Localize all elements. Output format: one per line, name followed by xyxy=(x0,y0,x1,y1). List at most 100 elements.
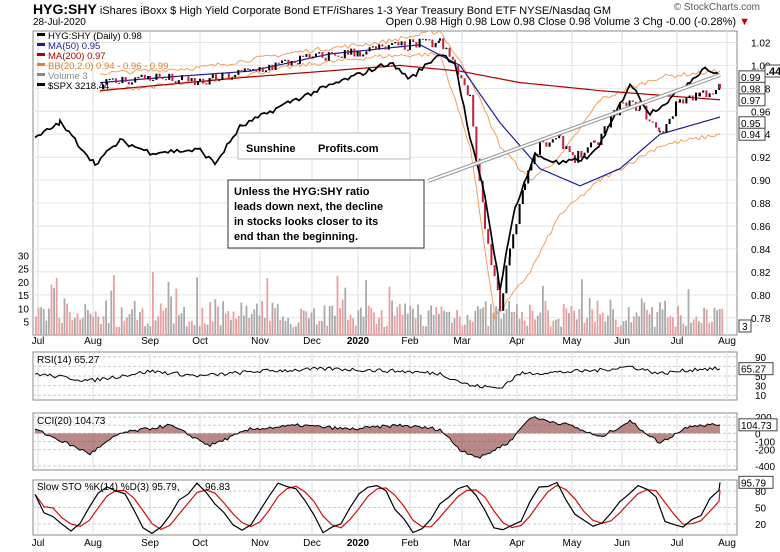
price-candle xyxy=(565,146,568,150)
sto-k-line xyxy=(34,481,721,535)
price-candle xyxy=(439,38,441,41)
price-candle xyxy=(343,50,346,59)
volume-bar xyxy=(334,315,336,335)
volume-bar xyxy=(607,315,609,335)
volume-bar xyxy=(250,313,253,335)
price-tick-label: 0.80 xyxy=(751,291,771,302)
price-candle xyxy=(448,47,451,57)
volume-bar xyxy=(536,315,539,335)
volume-bar xyxy=(617,326,620,335)
volume-bar xyxy=(464,324,466,335)
rsi-tick-label: 90 xyxy=(755,353,767,364)
volume-bar xyxy=(219,325,222,335)
volume-bar xyxy=(432,314,435,335)
volume-bar xyxy=(375,323,378,335)
volume-bar xyxy=(448,311,451,335)
price-candle xyxy=(668,118,671,125)
volume-bar xyxy=(614,319,617,335)
price-candle xyxy=(111,78,114,80)
price-candle xyxy=(234,74,237,78)
volume-bar xyxy=(482,307,484,335)
volume-bar xyxy=(503,313,505,335)
volume-bar xyxy=(425,326,427,335)
volume-bar xyxy=(235,318,237,335)
volume-bar xyxy=(474,310,477,335)
volume-bar xyxy=(542,285,544,335)
price-candle xyxy=(293,60,296,64)
month-label-top: Jun xyxy=(614,336,630,347)
symbol: HYG:SHY xyxy=(33,1,97,17)
volume-bar xyxy=(456,309,458,335)
volume-bar xyxy=(66,303,68,335)
month-label-bottom: Dec xyxy=(303,538,321,549)
volume-bar xyxy=(596,300,599,335)
volume-bar xyxy=(581,279,583,335)
annotation-line: leads down next, the decline xyxy=(234,201,383,213)
volume-bar xyxy=(120,307,123,335)
cci-label: CCI(20) 104.73 xyxy=(37,416,106,427)
volume-bar xyxy=(705,309,708,335)
price-candle xyxy=(463,78,466,86)
volume-bar xyxy=(349,314,352,335)
price-candle xyxy=(271,64,274,70)
volume-bar xyxy=(139,312,141,335)
legend-swatch xyxy=(37,83,45,86)
price-candle xyxy=(586,147,589,153)
price-candle xyxy=(695,92,697,101)
volume-bar xyxy=(557,318,560,335)
volume-bar xyxy=(406,313,409,335)
volume-bar xyxy=(544,300,547,335)
volume-bar xyxy=(55,277,58,335)
price-candle xyxy=(287,59,290,66)
cci-fill xyxy=(35,416,720,459)
volume-bar xyxy=(45,320,48,335)
volume-tick-label: 30 xyxy=(18,251,30,262)
price-candle xyxy=(475,126,478,159)
volume-bar xyxy=(513,311,516,335)
price-candle xyxy=(268,64,271,71)
price-candle xyxy=(202,78,205,84)
volume-bar xyxy=(128,314,131,335)
price-candle xyxy=(518,204,521,225)
volume-bar xyxy=(107,323,110,335)
volume-bar xyxy=(97,316,100,335)
price-candle xyxy=(165,79,167,81)
price-candle xyxy=(261,67,264,72)
price-candle xyxy=(284,59,287,61)
volume-bar xyxy=(367,305,370,335)
volume-bar xyxy=(276,303,279,335)
volume-bar xyxy=(510,311,513,335)
price-candle xyxy=(197,81,199,86)
volume-bar xyxy=(360,307,362,335)
volume-bar xyxy=(609,299,612,335)
price-candle xyxy=(281,60,283,63)
volume-bar xyxy=(630,322,633,335)
volume-bar xyxy=(204,323,206,335)
price-candle xyxy=(227,73,230,80)
volume-bar xyxy=(37,307,40,335)
source-credit: © StockCharts.com xyxy=(673,2,760,13)
volume-bar xyxy=(175,288,178,335)
month-label-bottom: Sep xyxy=(141,538,159,549)
volume-bar xyxy=(141,308,144,335)
volume-bar xyxy=(466,314,469,335)
price-candle xyxy=(490,243,493,266)
price-candle xyxy=(277,62,280,64)
month-label-top: Aug xyxy=(84,336,102,347)
legend-swatch xyxy=(37,63,45,66)
price-candle xyxy=(184,75,187,77)
price-candle xyxy=(699,92,701,97)
volume-bar xyxy=(419,314,422,335)
price-candle xyxy=(702,90,705,93)
volume-bar xyxy=(328,305,331,335)
price-candle xyxy=(308,54,311,59)
price-candle xyxy=(580,150,583,158)
price-candle xyxy=(311,56,314,59)
legend-entry: Volume 3 xyxy=(48,71,88,82)
price-candle xyxy=(481,180,484,203)
volume-bar xyxy=(664,300,666,335)
volume-bar xyxy=(295,326,297,335)
price-candle xyxy=(412,39,415,43)
volume-bar xyxy=(310,312,313,335)
price-candle xyxy=(149,76,151,81)
